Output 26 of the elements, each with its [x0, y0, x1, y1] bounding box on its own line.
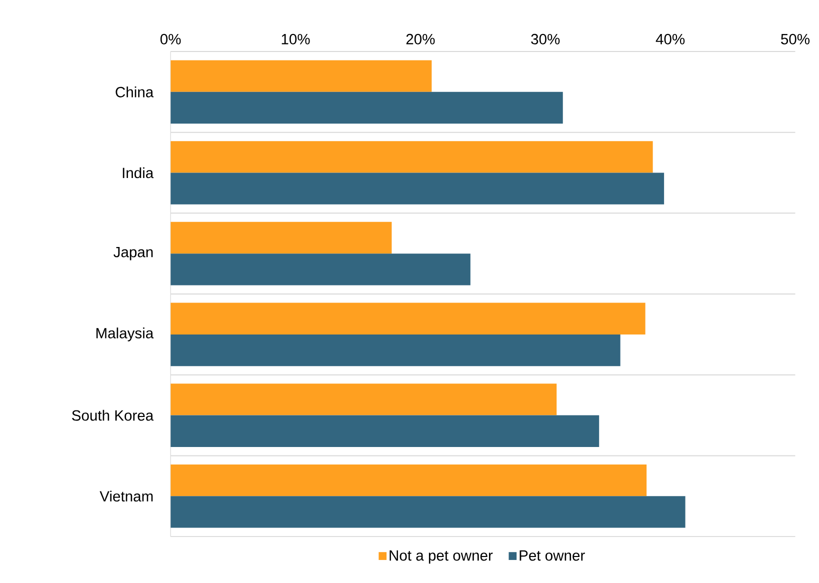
bar [170, 415, 600, 447]
y-tick-label: Japan [114, 246, 153, 260]
bar [170, 334, 620, 366]
y-tick-label: China [116, 86, 154, 98]
x-tick-label: 50% [781, 34, 810, 44]
legend-label: Pet owner [520, 550, 585, 561]
x-tick-label: 40% [656, 34, 685, 44]
bar [170, 464, 647, 496]
x-tick-label: 10% [282, 34, 310, 44]
x-tick-label: 0% [160, 34, 181, 44]
bar [170, 222, 392, 254]
bar [170, 302, 646, 334]
y-tick-label: South Korea [72, 410, 154, 421]
bar [170, 496, 686, 528]
bar [170, 384, 557, 416]
bar [170, 172, 664, 204]
bar [170, 92, 563, 124]
y-tick-label: Vietnam [100, 490, 153, 502]
y-tick-label: Malaysia [96, 328, 154, 342]
x-tick-label: 20% [406, 34, 435, 44]
x-tick-label: 30% [531, 34, 560, 44]
bar [170, 141, 653, 173]
y-tick-label: India [122, 167, 154, 178]
bar [170, 60, 432, 92]
bar [170, 254, 470, 286]
legend-label: Not a pet owner [390, 550, 493, 564]
